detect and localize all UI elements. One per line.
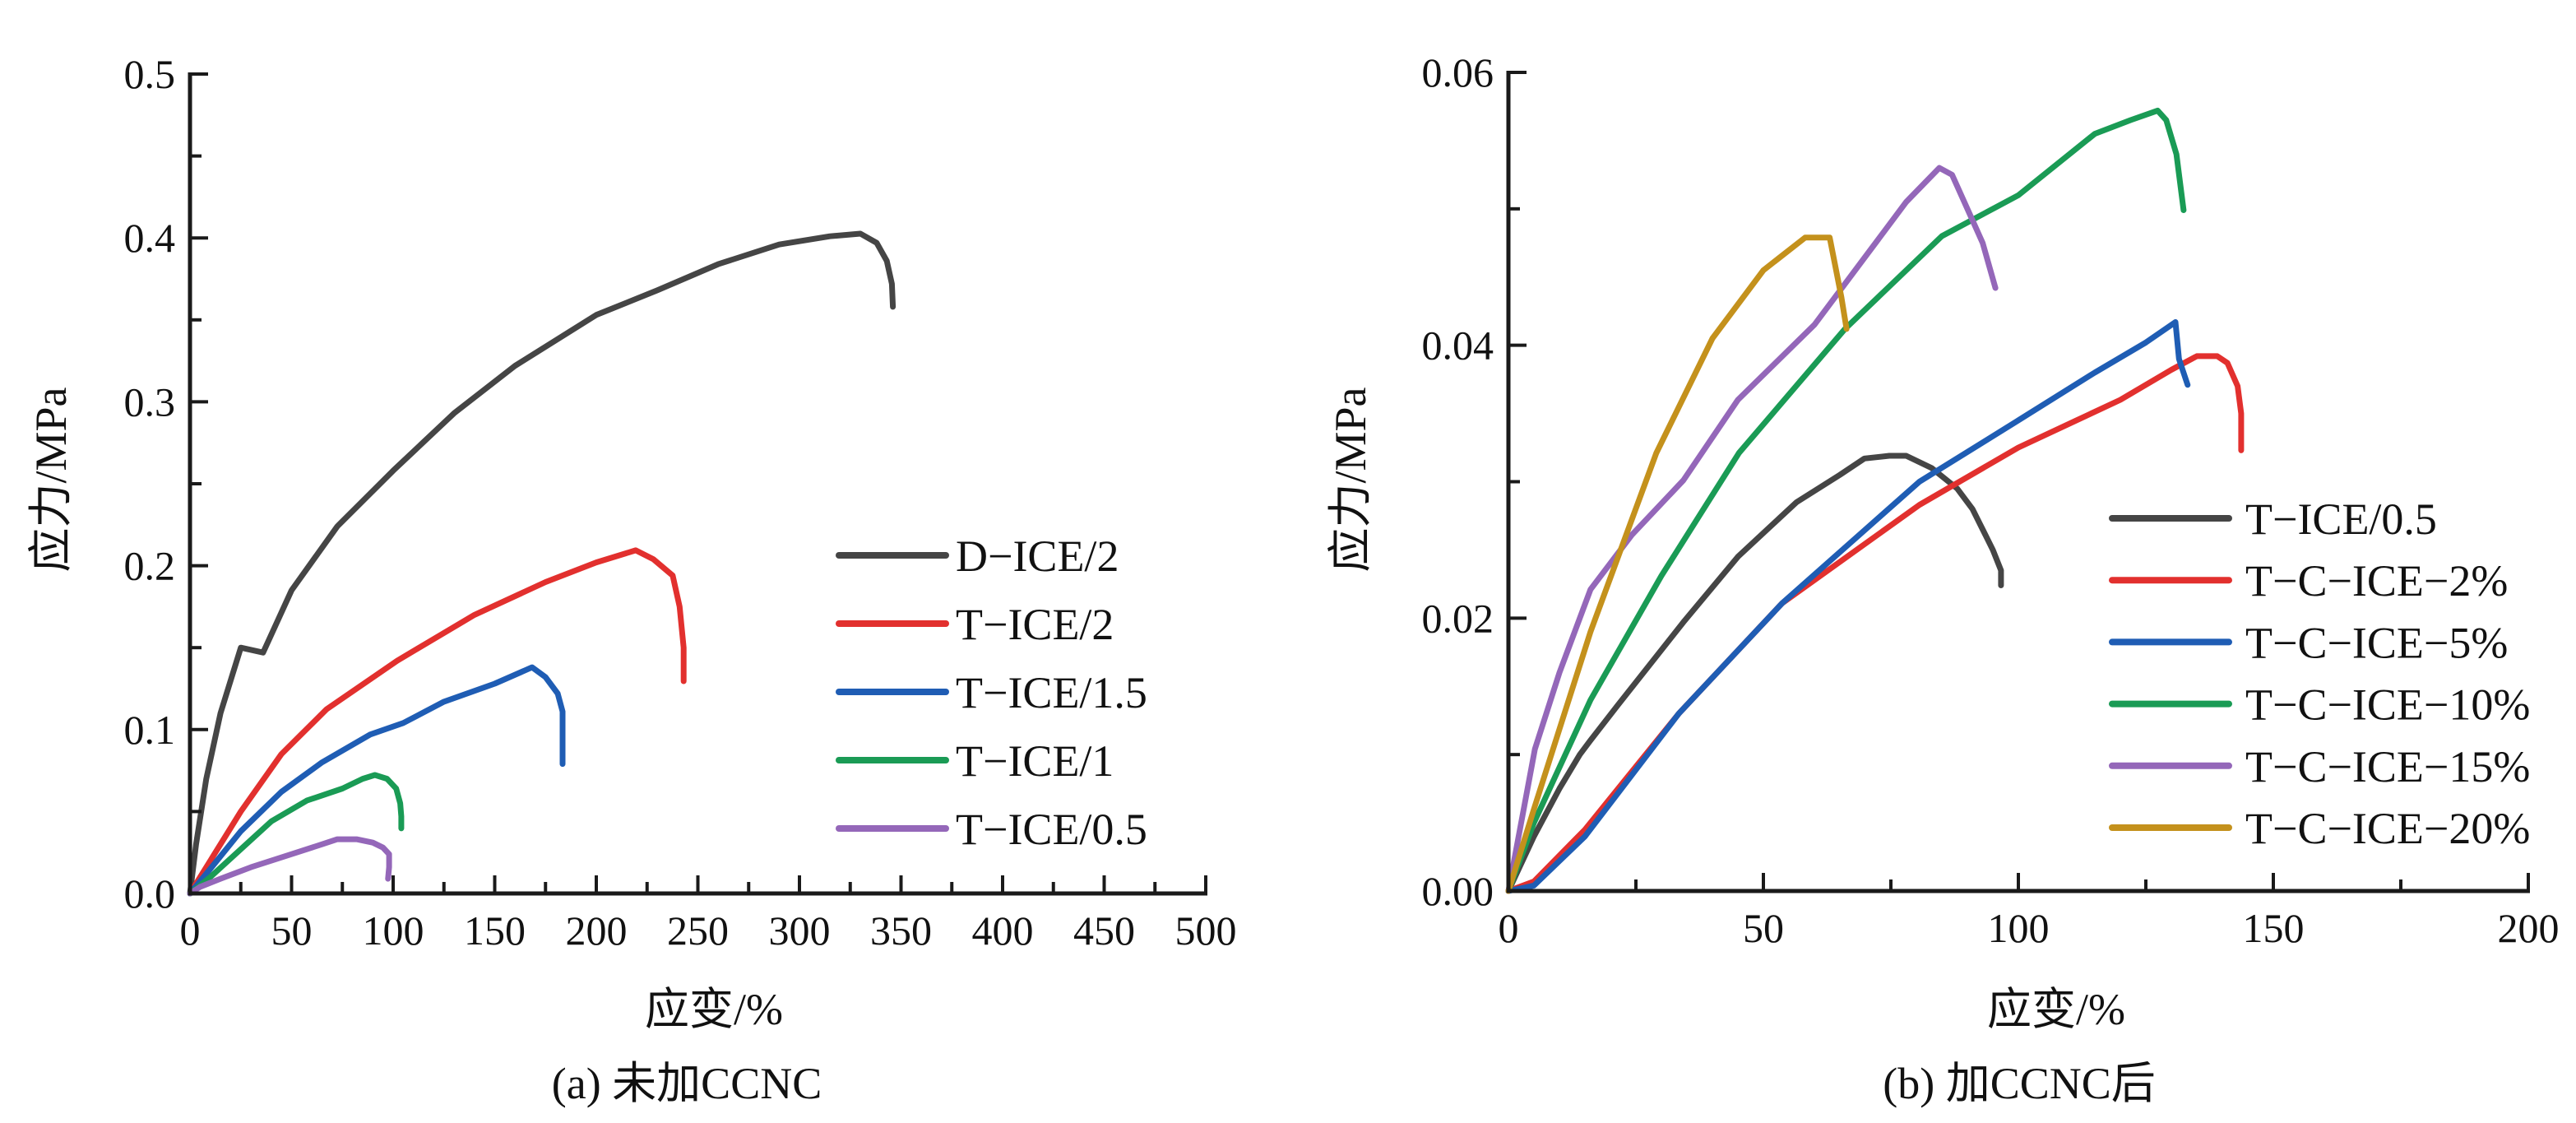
panel-b-x-tick-label: 100 <box>1988 905 2050 951</box>
panel-a-legend-item: T−ICE/0.5 <box>836 805 1147 854</box>
panel-a-series-line-t-ice-0-5 <box>187 836 392 897</box>
panel-b-x-axis-title: 应变/% <box>1987 985 2125 1034</box>
panel-b-legend-item: T−ICE/0.5 <box>2109 494 2437 544</box>
panel-a-caption: (a) 未加CCNC <box>552 1059 822 1108</box>
panel-a-legend-label: T−ICE/0.5 <box>956 805 1147 854</box>
panel-b-series-line-t-ice-0-5 <box>1505 452 2004 894</box>
panel-a-legend-item: T−ICE/2 <box>836 600 1114 649</box>
panel-b-legend-label: T−C−ICE−2% <box>2245 556 2508 606</box>
panel-b-x-tick-label: 150 <box>2243 905 2305 951</box>
panel-a-series-line-d-ice-2 <box>187 230 897 897</box>
panel-b-legend-label: T−C−ICE−5% <box>2245 618 2508 667</box>
panel-b-series-line-t-c-ice-15- <box>1505 165 1999 894</box>
panel-a-x-tick-label: 250 <box>667 907 729 954</box>
panel-a-x-tick-label: 150 <box>464 907 526 954</box>
panel-a-x-tick-label: 100 <box>363 907 424 954</box>
panel-b-legend-label: T−C−ICE−10% <box>2245 680 2530 730</box>
panel-b-legend-label: T−ICE/0.5 <box>2245 494 2437 544</box>
panel-a-legend-item: T−ICE/1 <box>836 736 1114 786</box>
panel-a-x-tick-label: 300 <box>769 907 831 954</box>
panel-a-x-tick-label: 400 <box>972 907 1034 954</box>
panel-b-legend-item: T−C−ICE−5% <box>2109 618 2508 667</box>
panel-b-series-line-t-c-ice-10- <box>1505 107 2187 894</box>
panel-a-legend-label: T−ICE/1 <box>956 736 1114 786</box>
panel-a-legend-item: D−ICE/2 <box>836 531 1119 581</box>
panel-a-x-tick-label: 0 <box>180 907 201 954</box>
panel-b-tick-labels: 0 50 100 150 200 0.00 0.02 0.04 0.06 <box>1422 49 2560 951</box>
panel-b-series-line-t-c-ice-2- <box>1505 353 2245 894</box>
panel-a-x-axis-title: 应变/% <box>645 985 783 1034</box>
panel-a-series-line-t-ice-1-5 <box>187 664 566 897</box>
panel-a-legend-label: D−ICE/2 <box>956 531 1119 581</box>
panel-a-y-tick-label: 0.4 <box>124 215 176 261</box>
panel-b-y-tick-label: 0.02 <box>1422 595 1494 641</box>
panel-a-x-tick-label: 200 <box>566 907 628 954</box>
panel-a-legend-item: T−ICE/1.5 <box>836 668 1147 717</box>
panel-b-legend-item: T−C−ICE−15% <box>2109 742 2530 791</box>
panel-b-y-tick-label: 0.06 <box>1422 49 1494 95</box>
panel-b-series-line-t-c-ice-5- <box>1505 319 2191 894</box>
panel-b-legend-item: T−C−ICE−20% <box>2109 804 2530 853</box>
panel-a-y-tick-label: 0.1 <box>124 707 176 753</box>
panel-a-legend-label: T−ICE/1.5 <box>956 668 1147 717</box>
panel-a-legend: D−ICE/2 T−ICE/2 T−ICE/1.5 T−ICE/1 T−ICE/0.5 <box>836 531 1147 854</box>
panel-a-series-line-t-ice-1 <box>187 772 405 897</box>
panel-b-legend-label: T−C−ICE−15% <box>2245 742 2530 791</box>
panel-b-legend-label: T−C−ICE−20% <box>2245 804 2530 853</box>
panel-a-legend-label: T−ICE/2 <box>956 600 1114 649</box>
panel-b-legend-item: T−C−ICE−2% <box>2109 556 2508 606</box>
panel-b-series-group <box>1505 107 2245 894</box>
panel-b-y-tick-label: 0.04 <box>1422 323 1494 369</box>
panel-a-x-tick-label: 500 <box>1175 907 1237 954</box>
panel-a-y-tick-label: 0.5 <box>124 51 176 97</box>
panel-a-y-axis-title: 应力/MPa <box>26 387 76 572</box>
panel-a-x-tick-label: 450 <box>1073 907 1135 954</box>
panel-a-x-tick-label: 50 <box>271 907 313 954</box>
panel-a-y-tick-label: 0.0 <box>124 870 176 916</box>
panel-b-y-axis-title: 应力/MPa <box>1326 387 1375 572</box>
panel-a-ticks <box>188 72 1207 895</box>
panel-a-series-line-t-ice-2 <box>187 547 687 897</box>
panel-a-series-group <box>187 230 897 897</box>
panel-a-y-tick-label: 0.2 <box>124 543 176 589</box>
panel-b-chart: 0 50 100 150 200 0.00 0.02 0.04 0.06 应变/% 应力/MPa… <box>1326 49 2560 1108</box>
panel-b-legend: T−ICE/0.5 T−C−ICE−2% T−C−ICE−5% T−C−ICE−10%… <box>2109 494 2530 853</box>
panel-b-ticks <box>1507 71 2530 893</box>
panel-a-chart: 0 50 100 150 200 250 300 350 400 450 500 0.0 0.1 0.2 0… <box>26 51 1237 1108</box>
panel-b-series-line-t-c-ice-20- <box>1505 234 1850 894</box>
panel-b-legend-item: T−C−ICE−10% <box>2109 680 2530 730</box>
panel-b-x-tick-label: 200 <box>2498 905 2560 951</box>
panel-b-x-tick-label: 0 <box>1499 905 1519 951</box>
panel-b-caption: (b) 加CCNC后 <box>1883 1059 2156 1108</box>
panel-b-x-tick-label: 50 <box>1743 905 1784 951</box>
panel-a-tick-labels: 0 50 100 150 200 250 300 350 400 450 500 0.0 0.1 0.2 0… <box>124 51 1237 954</box>
panel-a-x-tick-label: 350 <box>870 907 932 954</box>
panel-b-y-tick-label: 0.00 <box>1422 868 1494 914</box>
panel-a-y-tick-label: 0.3 <box>124 378 176 425</box>
